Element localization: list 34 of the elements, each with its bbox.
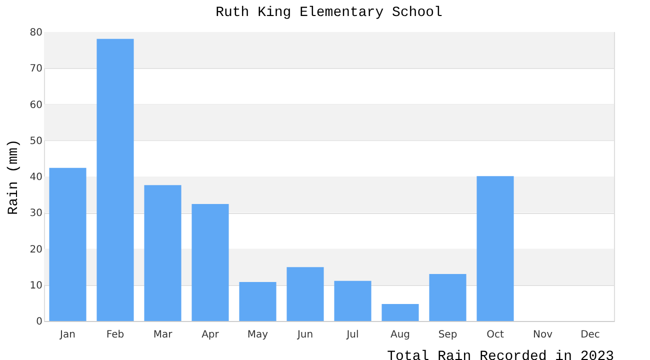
bar xyxy=(96,38,134,321)
x-tick-label: Jun xyxy=(296,330,314,340)
bar xyxy=(429,274,466,321)
text: Total Rain Recorded in 2023 xyxy=(387,349,614,360)
y-tick-label: 50 xyxy=(30,136,42,147)
x-tick-label: Dec xyxy=(580,330,600,340)
y-tick-label: 20 xyxy=(30,244,42,256)
x-tick-label: Jul xyxy=(346,330,359,340)
x-tick-label: Nov xyxy=(532,330,553,340)
y-tick-label: 70 xyxy=(30,64,42,75)
bar xyxy=(144,185,182,321)
x-tick-label: Feb xyxy=(106,330,124,340)
bar xyxy=(476,176,514,321)
chart-title: Ruth King Elementary School xyxy=(216,5,442,21)
y-axis-title: Rain (mm) xyxy=(6,139,22,215)
x-tick-label: Mar xyxy=(153,330,174,340)
x-tick-label: Oct xyxy=(486,330,504,340)
bar xyxy=(49,168,86,321)
x-tick-label: Jan xyxy=(59,330,76,340)
x-tick-label: May xyxy=(247,330,268,340)
bar xyxy=(239,282,276,321)
y-tick-label: 10 xyxy=(30,280,42,292)
bar xyxy=(382,304,419,321)
bar xyxy=(192,204,229,321)
y-tick-label: 80 xyxy=(30,28,42,38)
x-tick-label: Aug xyxy=(390,330,410,340)
x-tick-label: Apr xyxy=(202,330,220,340)
x-tick-label: Sep xyxy=(438,330,458,340)
y-tick-label: 60 xyxy=(30,100,42,111)
bar xyxy=(286,267,324,321)
y-tick-label: 30 xyxy=(30,208,42,220)
y-tick-label: 40 xyxy=(30,172,42,183)
y-tick-label: 0 xyxy=(36,316,42,328)
bar xyxy=(334,280,372,321)
